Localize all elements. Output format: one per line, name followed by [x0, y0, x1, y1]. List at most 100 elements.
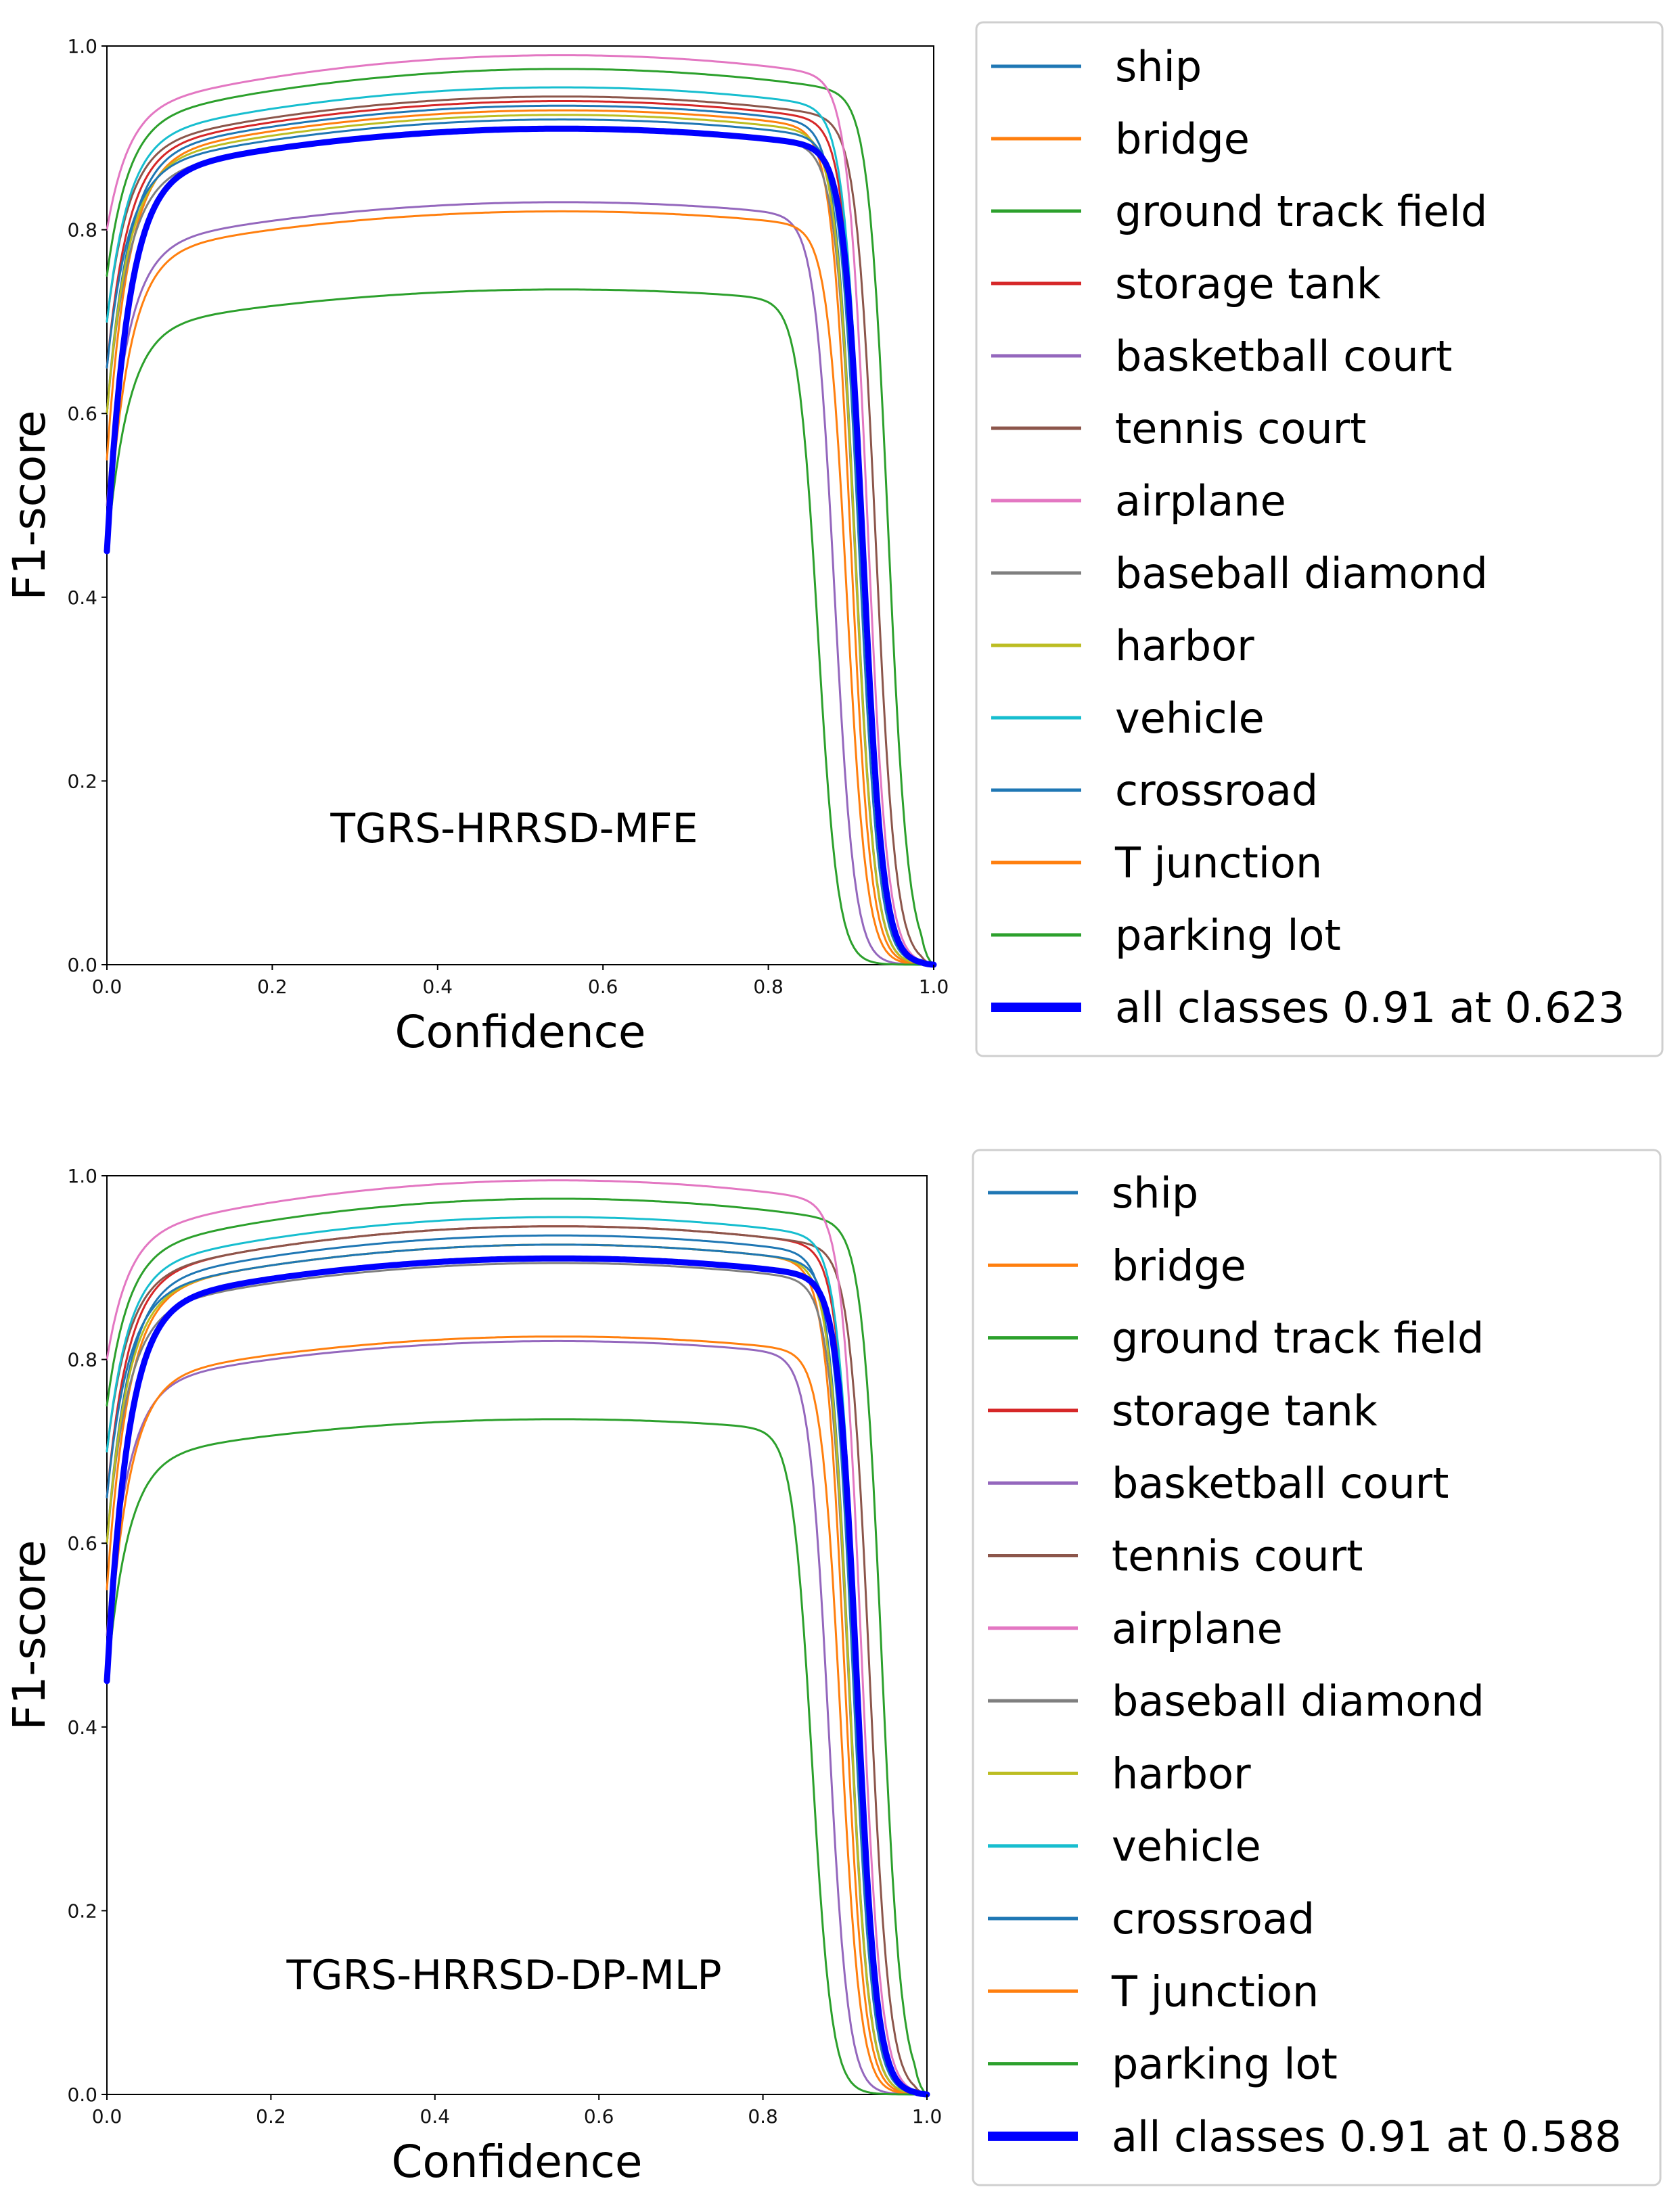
legend-item: tennis court [988, 1532, 1363, 1581]
legend-label: T junction [1111, 1967, 1319, 2016]
series-line-airplane [106, 1179, 928, 2096]
series-line-airplane [106, 54, 935, 966]
series-line-parking-lot [106, 288, 935, 966]
x-tick-label: 0.0 [92, 976, 122, 998]
legend-item: harbor [988, 1749, 1251, 1798]
legend-item: vehicle [991, 693, 1265, 743]
legend-item: ship [988, 1168, 1198, 1218]
legend-item: harbor [991, 621, 1254, 670]
series-line-basketball-court [106, 1339, 928, 2096]
legend-label: ground track field [1112, 1314, 1484, 1363]
legend-label: parking lot [1112, 2040, 1338, 2089]
legend-item: airplane [991, 476, 1286, 526]
series-line-parking-lot [106, 1418, 928, 2096]
series-line-all-classes-0-91-at-0-588 [104, 1255, 930, 2098]
y-tick-label: 0.0 [67, 954, 97, 976]
legend-label: tennis court [1115, 404, 1366, 453]
legend-label: harbor [1115, 621, 1254, 670]
series-line-tennis-court [106, 95, 935, 966]
legend-item: storage tank [988, 1386, 1378, 1436]
x-tick-label: 1.0 [919, 976, 949, 998]
legend-label: parking lot [1115, 911, 1341, 960]
legend-item: ground track field [988, 1314, 1484, 1363]
x-tick-label: 0.4 [423, 976, 453, 998]
y-axis-label: F1-score [3, 1540, 55, 1730]
x-tick-label: 0.8 [748, 2105, 778, 2128]
legend-item: basketball court [991, 331, 1452, 381]
y-tick-label: 0.8 [67, 1349, 97, 1371]
legend-item: crossroad [991, 766, 1318, 815]
y-tick-label: 0.6 [67, 403, 97, 425]
x-tick-label: 1.0 [912, 2105, 943, 2128]
x-axis-label: Confidence [391, 2136, 642, 2188]
y-tick-label: 1.0 [67, 1165, 97, 1187]
legend-item: T junction [991, 838, 1322, 888]
chart-annotation: TGRS-HRRSD-DP-MLP [286, 1952, 721, 1999]
legend-label: baseball diamond [1112, 1676, 1484, 1726]
series-line-vehicle [106, 86, 935, 966]
legend-frame [972, 1149, 1662, 2186]
legend-item: bridge [988, 1241, 1246, 1290]
legend-item: baseball diamond [988, 1676, 1484, 1726]
legend: ship bridge ground track field storage tank… [972, 1149, 1662, 2186]
x-tick-label: 0.2 [257, 976, 288, 998]
legend-item: ground track field [991, 187, 1487, 236]
y-tick-label: 0.4 [67, 1716, 97, 1739]
legend-label: airplane [1112, 1604, 1283, 1653]
legend-item: T junction [988, 1967, 1319, 2016]
legend-item: vehicle [988, 1822, 1261, 1871]
legend-item: airplane [988, 1604, 1283, 1653]
legend-label: storage tank [1112, 1386, 1378, 1436]
legend-label: vehicle [1115, 693, 1265, 743]
legend-label: all classes 0.91 at 0.623 [1115, 983, 1625, 1032]
legend-label: harbor [1112, 1749, 1251, 1798]
legend-label: ship [1115, 42, 1202, 91]
plot-area [106, 45, 934, 965]
legend-label: basketball court [1112, 1459, 1449, 1508]
legend-item: all classes 0.91 at 0.623 [991, 983, 1625, 1032]
y-tick-label: 0.6 [67, 1532, 97, 1555]
legend-label: tennis court [1112, 1532, 1363, 1581]
legend-label: T junction [1114, 838, 1322, 888]
y-tick-label: 0.0 [67, 2084, 97, 2106]
legend-label: basketball court [1115, 331, 1452, 381]
legend-item: basketball court [988, 1459, 1449, 1508]
x-tick-label: 0.2 [256, 2105, 286, 2128]
legend-label: crossroad [1115, 766, 1318, 815]
legend-item: crossroad [988, 1894, 1315, 1944]
x-tick-label: 0.6 [588, 976, 618, 998]
chart-panel-1: 0.0 0.2 0.4 0.6 0.8 1.0 0.0 0.2 0.4 0.6 0.8 1.0 Conf… [3, 21, 1664, 1058]
legend-item: baseball diamond [991, 549, 1488, 598]
series-line-tennis-court [106, 1225, 928, 2096]
legend-label: airplane [1115, 476, 1286, 526]
legend-item: bridge [991, 114, 1250, 164]
series-line-harbor [106, 114, 935, 966]
y-tick-label: 0.4 [67, 587, 97, 609]
series-line-storage-tank [106, 100, 935, 966]
x-tick-label: 0.0 [92, 2105, 122, 2128]
legend-label: vehicle [1112, 1822, 1261, 1871]
x-tick-label: 0.4 [420, 2105, 451, 2128]
series-line-ground-track-field [106, 68, 935, 966]
legend-label: ship [1112, 1168, 1198, 1218]
legend: ship bridge ground track field storage tank… [975, 21, 1664, 1057]
y-tick-label: 1.0 [67, 35, 97, 58]
legend-label: bridge [1112, 1241, 1246, 1290]
series-line-t-junction [106, 210, 935, 966]
legend-item: parking lot [991, 911, 1341, 960]
legend-label: all classes 0.91 at 0.588 [1112, 2112, 1621, 2161]
legend-item: all classes 0.91 at 0.588 [988, 2112, 1621, 2161]
y-tick-label: 0.2 [67, 770, 97, 792]
x-tick-label: 0.8 [753, 976, 784, 998]
series-line-all-classes-0-91-at-0-623 [104, 125, 937, 968]
series-line-basketball-court [106, 201, 935, 966]
y-axis-label: F1-score [3, 410, 55, 600]
series-line-vehicle [106, 1216, 928, 2096]
chart-annotation: TGRS-HRRSD-MFE [330, 805, 698, 852]
series-line-baseball-diamond [106, 1262, 928, 2096]
legend-label: ground track field [1115, 187, 1487, 236]
series-line-ship [106, 104, 935, 966]
legend-item: tennis court [991, 404, 1366, 453]
legend-item: parking lot [988, 2040, 1338, 2089]
